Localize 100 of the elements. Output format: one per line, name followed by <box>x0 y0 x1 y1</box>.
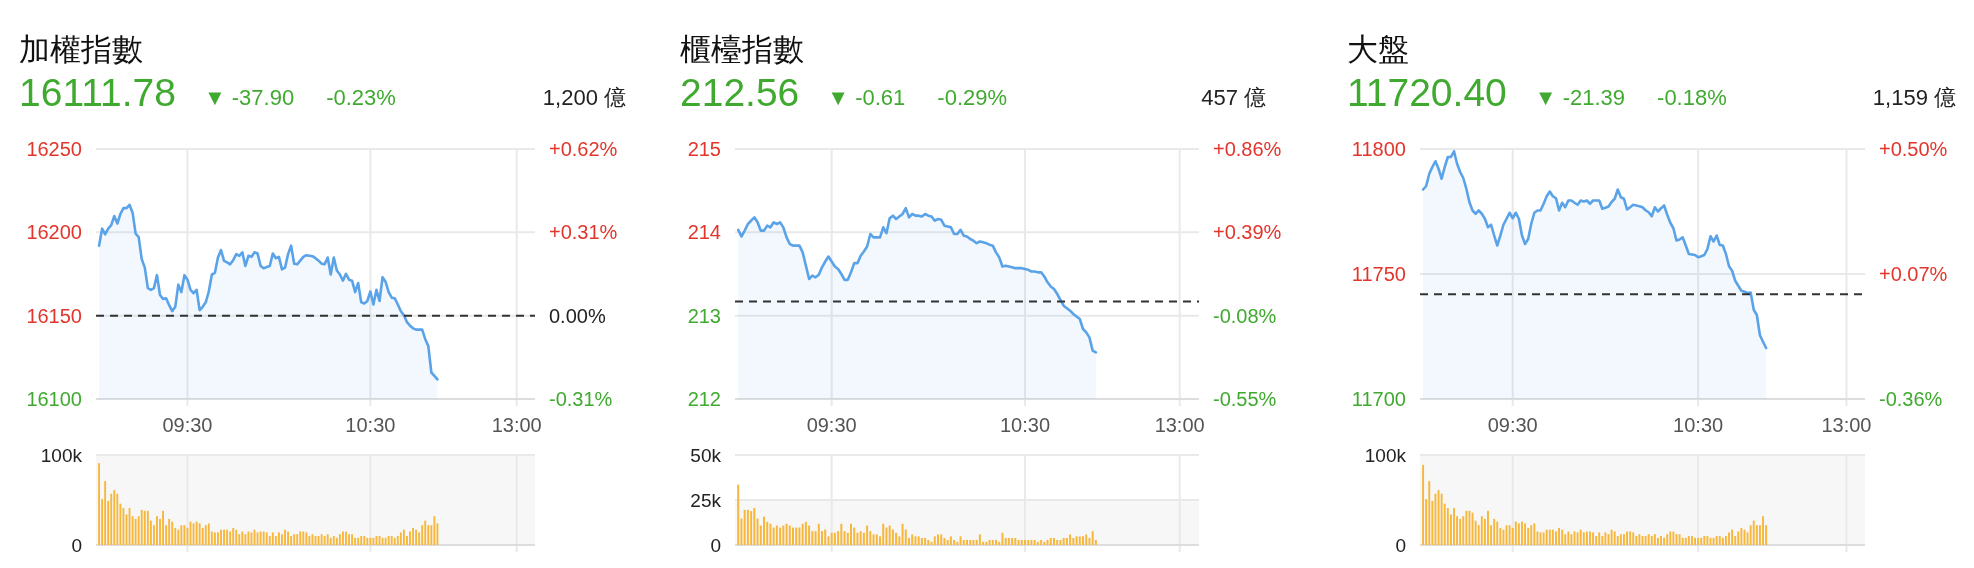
bar <box>808 525 811 545</box>
x-tick-label: 09:30 <box>162 414 213 436</box>
y2-tick-label: -0.31% <box>549 388 613 410</box>
y-tick-label: 0 <box>71 535 82 556</box>
y-tick-label: 100k <box>40 445 83 466</box>
y-tick-label: 214 <box>687 221 721 244</box>
bar <box>866 525 869 545</box>
bar <box>1017 539 1020 545</box>
bar <box>1014 537 1017 545</box>
chart-title: 大盤 <box>1347 32 1409 67</box>
bar <box>746 509 749 545</box>
text: -0.18% <box>1657 85 1727 110</box>
text: ▼ -0.61 <box>827 85 906 110</box>
bar <box>779 527 782 545</box>
bar <box>833 532 836 545</box>
bar <box>817 523 820 545</box>
bar <box>853 527 856 545</box>
bar <box>1020 539 1023 545</box>
y-tick-label: 50k <box>690 445 722 466</box>
bar <box>801 523 804 545</box>
bar <box>1004 537 1007 545</box>
bar <box>898 536 901 545</box>
bar <box>737 484 740 545</box>
bar <box>1059 539 1062 545</box>
y2-tick-label: +0.62% <box>549 138 618 160</box>
y2-tick-label: +0.86% <box>1213 138 1282 160</box>
text: -0.29% <box>937 85 1008 110</box>
bar <box>1091 531 1094 545</box>
text: 457 億 <box>1201 85 1266 110</box>
x-tick-label: 09:30 <box>1487 414 1538 436</box>
y2-tick-label: -0.55% <box>1213 388 1277 410</box>
bar <box>824 529 827 545</box>
bar <box>1043 541 1046 545</box>
y-tick-label: 16250 <box>26 138 82 160</box>
bar <box>804 521 807 545</box>
text: 1,159 億 <box>1872 85 1956 110</box>
bar <box>895 532 898 545</box>
bar <box>850 523 852 545</box>
y2-tick-label: +0.50% <box>1879 138 1948 160</box>
y-tick-label: 0 <box>710 535 721 556</box>
y2-tick-label: -0.08% <box>1213 304 1277 327</box>
y-tick-label: 11800 <box>1351 138 1406 160</box>
y-tick-label: 16150 <box>26 304 82 327</box>
bar <box>920 537 923 545</box>
x-tick-label: 10:30 <box>1673 414 1724 436</box>
bar <box>1075 536 1078 545</box>
bar <box>750 511 753 545</box>
bar <box>792 527 794 545</box>
bar <box>949 536 952 545</box>
bar <box>753 507 756 545</box>
y-tick-label: 16100 <box>26 388 82 410</box>
chart-title: 加權指數 <box>19 32 143 67</box>
y2-tick-label: +0.31% <box>549 221 618 244</box>
bar <box>743 509 746 545</box>
y-tick-label: 11750 <box>1351 263 1406 285</box>
bar <box>1072 537 1075 545</box>
bar <box>1040 539 1043 545</box>
bar <box>763 516 765 545</box>
y2-tick-label: +0.07% <box>1879 263 1948 285</box>
text: -0.23% <box>326 85 396 110</box>
bar <box>933 536 936 545</box>
bar <box>840 523 843 545</box>
bar <box>772 527 775 545</box>
chart-title: 櫃檯指數 <box>680 32 804 67</box>
bar <box>1078 536 1081 545</box>
y2-tick-label: -0.36% <box>1879 388 1943 410</box>
y-tick-label: 100k <box>1364 445 1407 466</box>
bar <box>940 534 943 545</box>
x-tick-label: 13:00 <box>1821 414 1872 436</box>
bar <box>1053 537 1055 545</box>
bar <box>1088 537 1091 545</box>
bar <box>924 537 927 545</box>
bar <box>966 539 968 545</box>
bar <box>937 534 939 545</box>
bar <box>1056 539 1059 545</box>
bar <box>1007 537 1010 545</box>
bar <box>1069 534 1072 545</box>
y-tick-label: 213 <box>687 304 721 327</box>
bar <box>1065 537 1068 545</box>
text: 16111.78 <box>19 71 176 114</box>
y-tick-label: 212 <box>687 388 721 410</box>
y-tick-label: 215 <box>687 138 721 160</box>
x-tick-label: 09:30 <box>806 414 857 436</box>
y-tick-label: 0 <box>1395 535 1406 556</box>
bar <box>1062 537 1065 545</box>
x-tick-label: 10:30 <box>345 414 396 436</box>
y-tick-label: 25k <box>690 490 722 511</box>
bar <box>891 529 894 545</box>
bar <box>830 532 833 545</box>
bar <box>1027 539 1030 545</box>
bar <box>1082 536 1084 545</box>
bar <box>1011 537 1014 545</box>
bar <box>1049 537 1052 545</box>
x-tick-label: 13:00 <box>491 414 542 436</box>
y2-tick-label: +0.39% <box>1213 221 1282 244</box>
text: ▼ -37.90 <box>203 85 295 110</box>
bar <box>1046 539 1049 545</box>
bar <box>1036 541 1039 545</box>
x-tick-label: 10:30 <box>999 414 1051 436</box>
y2-tick-label: 0.00% <box>549 304 606 327</box>
